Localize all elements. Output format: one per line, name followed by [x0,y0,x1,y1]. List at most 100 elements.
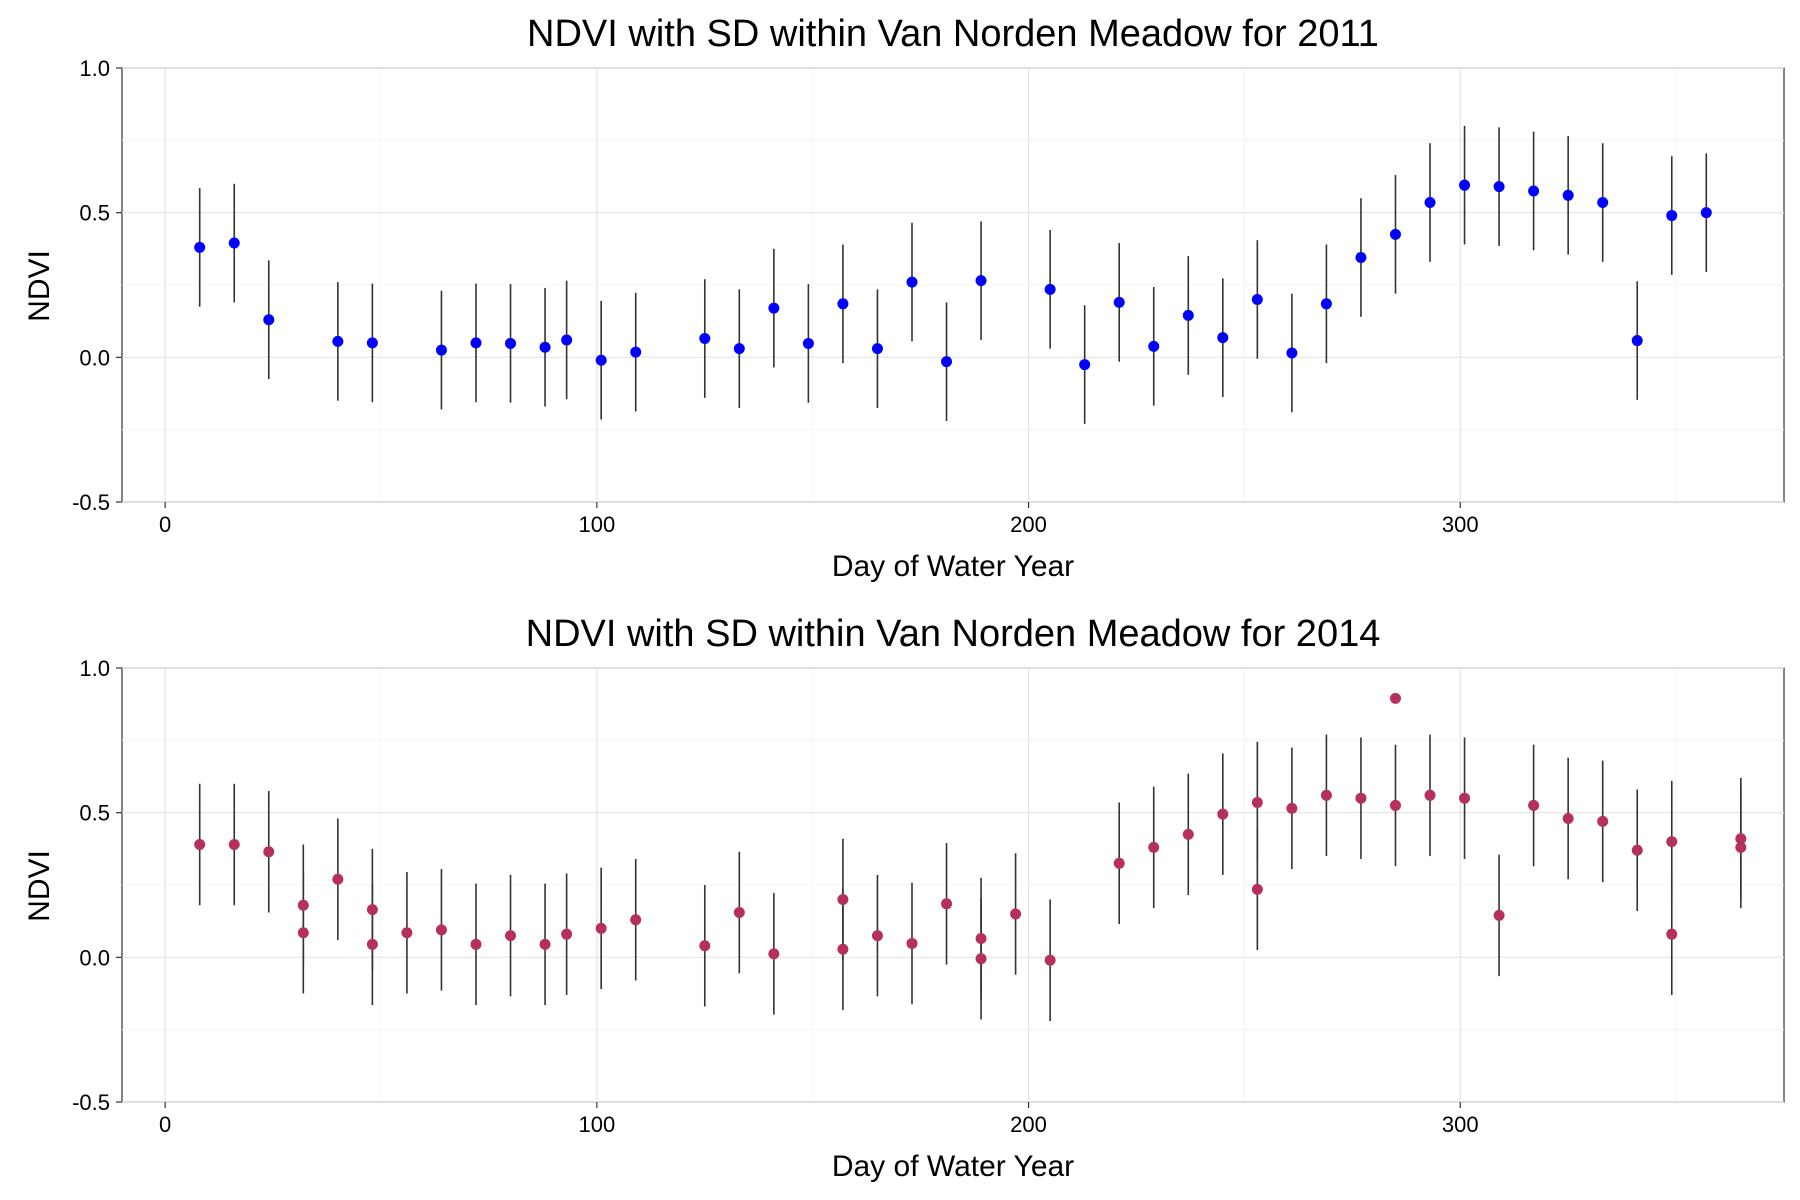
data-point [1079,359,1091,371]
data-point [699,940,711,952]
x-axis-ticks: 0 100 200 300 [159,502,1479,537]
x-tick-label: 200 [1010,512,1047,537]
data-point [595,922,607,934]
data-point [1389,692,1401,704]
y-axis-title: NDVI [23,850,56,922]
data-point [297,927,309,939]
data-point [1597,815,1609,827]
data-point [1562,812,1574,824]
data-point [1666,210,1678,222]
y-tick-label: 0.0 [79,945,110,970]
x-tick-label: 200 [1010,1112,1047,1137]
x-axis-title: Day of Water Year [832,1150,1074,1183]
x-tick-label: 300 [1442,1112,1479,1137]
data-point [837,298,849,310]
data-point [561,928,573,940]
data-point [1320,789,1332,801]
data-point [1631,335,1643,347]
chart-title: NDVI with SD within Van Norden Meadow fo… [526,613,1381,655]
data-point [1389,799,1401,811]
data-point [1355,792,1367,804]
y-axis-ticks: -0.5 0.0 0.5 1.0 [72,56,122,515]
data-point [941,356,953,368]
gridlines [122,67,1784,503]
data-point [263,846,275,858]
data-point [1148,340,1160,352]
data-point [1286,347,1298,359]
data-point [505,337,517,349]
y-tick-label: 1.0 [79,56,110,81]
data-point [1666,836,1678,848]
data-point [1700,207,1712,219]
data-point [194,838,206,850]
data-point [975,953,987,965]
data-point [1493,909,1505,921]
data-point [1562,189,1574,201]
y-tick-label: 0.5 [79,201,110,226]
x-axis-ticks: 0 100 200 300 [159,1102,1479,1137]
data-point [1182,309,1194,321]
data-point [228,237,240,249]
chart-title: NDVI with SD within Van Norden Meadow fo… [527,13,1379,55]
data-point [1631,844,1643,856]
data-point [871,930,883,942]
x-tick-label: 0 [159,1112,171,1137]
data-point [297,899,309,911]
y-tick-label: 0.5 [79,801,110,826]
data-point [1459,179,1471,191]
data-point [1493,181,1505,193]
data-point [1217,808,1229,820]
x-tick-label: 300 [1442,512,1479,537]
data-point [366,904,378,916]
data-point [837,943,849,955]
data-point [470,938,482,950]
x-tick-label: 0 [159,512,171,537]
data-point [435,344,447,356]
data-point [1113,296,1125,308]
data-point [1286,802,1298,814]
data-point [837,893,849,905]
data-point [228,838,240,850]
data-point [871,343,883,355]
data-point [561,334,573,346]
data-point [630,914,642,926]
data-point [194,241,206,253]
data-point [1010,908,1022,920]
y-tick-label: -0.5 [72,490,110,515]
y-tick-label: 1.0 [79,656,110,681]
data-point [1113,857,1125,869]
data-point [1148,841,1160,853]
data-point [1459,792,1471,804]
data-point [1355,252,1367,264]
y-axis-title: NDVI [23,250,56,322]
data-point [1424,197,1436,209]
data-point [1251,797,1263,809]
x-axis-title: Day of Water Year [832,550,1074,583]
data-point [595,354,607,366]
y-tick-label: 0.0 [79,345,110,370]
data-point [1044,283,1056,295]
data-point [1597,197,1609,209]
data-point [802,337,814,349]
data-point [941,898,953,910]
data-point [1666,928,1678,940]
data-point [1251,883,1263,895]
data-point [332,335,344,347]
chart-panel-2011: NDVI with SD within Van Norden Meadow fo… [23,13,1785,583]
data-point [1389,228,1401,240]
data-point [263,314,275,326]
data-point [733,343,745,355]
data-point [332,873,344,885]
x-tick-label: 100 [578,512,615,537]
data-point [975,275,987,287]
data-point [1528,799,1540,811]
data-point [366,337,378,349]
y-tick-label: -0.5 [72,1090,110,1115]
data-point [1735,833,1747,845]
data-point [975,933,987,945]
data-point [435,924,447,936]
data-point [539,341,551,353]
x-tick-label: 100 [578,1112,615,1137]
data-point [1528,185,1540,197]
